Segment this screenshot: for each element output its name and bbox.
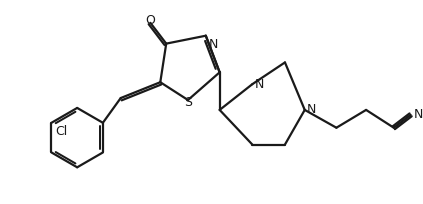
Text: N: N xyxy=(307,103,316,116)
Text: O: O xyxy=(146,14,155,27)
Text: N: N xyxy=(254,78,264,91)
Text: Cl: Cl xyxy=(55,125,68,138)
Text: N: N xyxy=(209,38,218,51)
Text: N: N xyxy=(414,108,423,121)
Text: S: S xyxy=(184,96,192,109)
